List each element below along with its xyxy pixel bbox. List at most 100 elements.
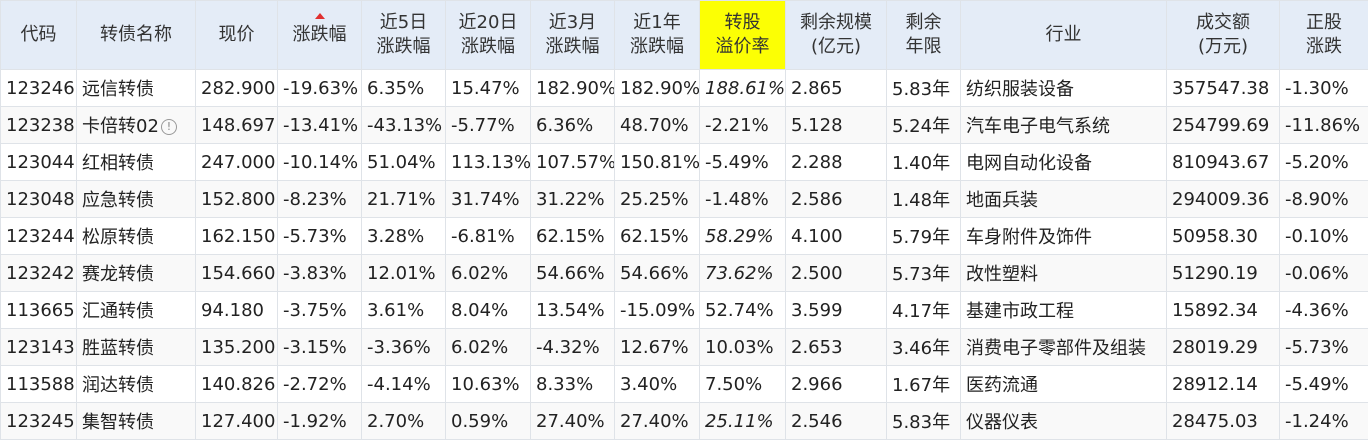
- col-header-volume-line2: (万元): [1197, 36, 1249, 57]
- change-cell: -3.75%: [277, 291, 362, 329]
- col-header-code-label: 代码: [20, 24, 57, 45]
- col-header-years[interactable]: 剩余 年限: [886, 0, 961, 70]
- change-cell: -19.63%: [277, 69, 362, 107]
- col-header-name[interactable]: 转债名称: [76, 0, 196, 70]
- change-1y-cell: 150.81%: [614, 143, 700, 181]
- bond-name[interactable]: 集智转债: [82, 412, 154, 433]
- bond-code-link[interactable]: 123143: [0, 328, 77, 366]
- bond-name[interactable]: 胜蓝转债: [82, 338, 154, 359]
- bond-name-cell[interactable]: 润达转债: [76, 365, 196, 403]
- scale-cell: 2.500: [785, 254, 887, 292]
- premium-cell: 25.11%: [699, 402, 786, 440]
- stock-change-cell: -1.30%: [1279, 69, 1368, 107]
- col-header-1y-line1: 近1年: [633, 12, 681, 33]
- bond-code-link[interactable]: 123244: [0, 217, 77, 255]
- industry-cell: 车身附件及饰件: [960, 217, 1167, 255]
- table-row[interactable]: 123245 集智转债 127.400 -1.92% 2.70% 0.59% 27.40% 2…: [0, 402, 1368, 440]
- table-row[interactable]: 123044 红相转债 247.000 -10.14% 51.04% 113.13% 107…: [0, 143, 1368, 181]
- volume-cell: 50958.30: [1166, 217, 1280, 255]
- bond-code-link[interactable]: 123048: [0, 180, 77, 218]
- change-cell: -10.14%: [277, 143, 362, 181]
- change-1y-cell: 27.40%: [614, 402, 700, 440]
- col-header-stock-line1: 正股: [1306, 12, 1342, 33]
- change-cell: -8.23%: [277, 180, 362, 218]
- change-5d-cell: -43.13%: [361, 106, 446, 144]
- scale-cell: 2.586: [785, 180, 887, 218]
- change-5d-cell: 51.04%: [361, 143, 446, 181]
- bond-name-cell[interactable]: 远信转债: [76, 69, 196, 107]
- bond-name-cell[interactable]: 集智转债: [76, 402, 196, 440]
- volume-cell: 28019.29: [1166, 328, 1280, 366]
- col-header-3m[interactable]: 近3月 涨跌幅: [530, 0, 615, 70]
- change-20d-cell: 0.59%: [445, 402, 531, 440]
- bond-name[interactable]: 应急转债: [82, 190, 154, 211]
- col-header-20d[interactable]: 近20日涨跌幅: [445, 0, 531, 70]
- sort-desc-icon[interactable]: [314, 13, 325, 23]
- bond-name-cell[interactable]: 胜蓝转债: [76, 328, 196, 366]
- change-20d-cell: 15.47%: [445, 69, 531, 107]
- bond-code-link[interactable]: 123238: [0, 106, 77, 144]
- table-row[interactable]: 123048 应急转债 152.800 -8.23% 21.71% 31.74% 31.22…: [0, 180, 1368, 218]
- table-row[interactable]: 123242 赛龙转债 154.660 -3.83% 12.01% 6.02% 54.66%…: [0, 254, 1368, 292]
- table-row[interactable]: 113665 汇通转债 94.180 -3.75% 3.61% 8.04% 13.54% -1…: [0, 291, 1368, 329]
- col-header-1y[interactable]: 近1年涨跌幅: [614, 0, 700, 70]
- bond-code-link[interactable]: 123246: [0, 69, 77, 107]
- price-cell: 282.900: [195, 69, 278, 107]
- col-header-20d-line1: 近20日: [458, 12, 518, 33]
- scale-cell: 4.100: [785, 217, 887, 255]
- col-header-1y-line2: 涨跌幅: [630, 36, 684, 57]
- bond-name[interactable]: 远信转债: [82, 79, 154, 100]
- bond-name-cell[interactable]: 红相转债: [76, 143, 196, 181]
- table-row[interactable]: 113588 润达转债 140.826 -2.72% -4.14% 10.63% 8.33%…: [0, 365, 1368, 403]
- bond-name-cell[interactable]: 应急转债: [76, 180, 196, 218]
- premium-cell: 188.61%: [699, 69, 786, 107]
- volume-cell: 357547.38: [1166, 69, 1280, 107]
- col-header-code[interactable]: 代码: [0, 0, 77, 70]
- change-5d-cell: -3.36%: [361, 328, 446, 366]
- col-header-price[interactable]: 现价: [195, 0, 278, 70]
- bond-name-cell[interactable]: 松原转债: [76, 217, 196, 255]
- bond-code-link[interactable]: 123242: [0, 254, 77, 292]
- col-header-change-label: 涨跌幅: [292, 24, 347, 45]
- bond-code-link[interactable]: 113665: [0, 291, 77, 329]
- col-header-3m-line1: 近3月: [548, 12, 597, 33]
- change-cell: -3.83%: [277, 254, 362, 292]
- col-header-scale[interactable]: 剩余规模 (亿元): [785, 0, 887, 70]
- premium-cell: 58.29%: [699, 217, 786, 255]
- stock-change-cell: -0.06%: [1279, 254, 1368, 292]
- bond-name-cell[interactable]: 卡倍转02!: [76, 106, 196, 144]
- bond-name[interactable]: 汇通转债: [82, 301, 154, 322]
- col-header-name-label: 转债名称: [100, 24, 172, 45]
- bond-name[interactable]: 赛龙转债: [82, 264, 154, 285]
- volume-cell: 28475.03: [1166, 402, 1280, 440]
- bond-code-link[interactable]: 113588: [0, 365, 77, 403]
- change-5d-cell: 3.28%: [361, 217, 446, 255]
- col-header-industry[interactable]: 行业: [960, 0, 1167, 70]
- premium-cell: 7.50%: [699, 365, 786, 403]
- bond-code-link[interactable]: 123044: [0, 143, 77, 181]
- bond-name[interactable]: 红相转债: [82, 153, 154, 174]
- col-header-premium[interactable]: 转股 溢价率: [699, 0, 786, 70]
- price-cell: 135.200: [195, 328, 278, 366]
- col-header-change[interactable]: 涨跌幅: [277, 0, 362, 70]
- bond-name[interactable]: 润达转债: [82, 375, 154, 396]
- scale-cell: 5.128: [785, 106, 887, 144]
- table-row[interactable]: 123244 松原转债 162.150 -5.73% 3.28% -6.81% 62.15%…: [0, 217, 1368, 255]
- bond-code-link[interactable]: 123245: [0, 402, 77, 440]
- bond-name-cell[interactable]: 赛龙转债: [76, 254, 196, 292]
- col-header-5d[interactable]: 近5日 涨跌幅: [361, 0, 446, 70]
- col-header-volume[interactable]: 成交额 (万元): [1166, 0, 1280, 70]
- info-icon[interactable]: !: [160, 119, 177, 135]
- change-5d-cell: 21.71%: [361, 180, 446, 218]
- col-header-stock[interactable]: 正股 涨跌: [1279, 0, 1368, 70]
- bond-name[interactable]: 卡倍转02: [82, 116, 159, 137]
- table-row[interactable]: 123246 远信转债 282.900 -19.63% 6.35% 15.47% 182.9…: [0, 69, 1368, 107]
- bond-name-cell[interactable]: 汇通转债: [76, 291, 196, 329]
- industry-cell: 消费电子零部件及组装: [960, 328, 1167, 366]
- table-row[interactable]: 123143 胜蓝转债 135.200 -3.15% -3.36% 6.02% -4.32%…: [0, 328, 1368, 366]
- col-header-20d-line2: 涨跌幅: [461, 36, 515, 57]
- scale-cell: 2.546: [785, 402, 887, 440]
- bond-name[interactable]: 松原转债: [82, 227, 154, 248]
- change-1y-cell: 3.40%: [614, 365, 700, 403]
- table-row[interactable]: 123238 卡倍转02! 148.697 -13.41% -43.13% -5.77% 6…: [0, 106, 1368, 144]
